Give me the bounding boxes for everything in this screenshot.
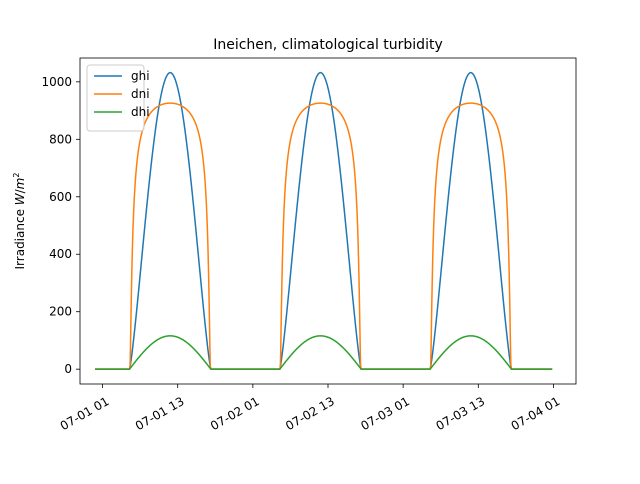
legend: ghi dni dhi: [86, 64, 150, 132]
chart-title: Ineichen, climatological turbidity: [213, 37, 443, 53]
y-tick-label: 400: [49, 247, 72, 261]
series-line-dhi: [94, 335, 553, 370]
legend-label-ghi: ghi: [131, 69, 150, 83]
legend-items: ghi dni dhi: [94, 69, 150, 119]
y-tick-label: 1000: [41, 75, 72, 89]
series-layer: [94, 71, 553, 370]
legend-label-dni: dni: [131, 87, 150, 101]
y-axis-label: Irradiance W/m2: [12, 173, 27, 270]
legend-frame: [86, 64, 145, 132]
plot-area: [80, 58, 576, 384]
series-line-dni: [94, 102, 553, 370]
series-line-ghi: [94, 71, 553, 370]
legend-label-dhi: dhi: [131, 105, 150, 119]
y-tick-label: 800: [49, 132, 72, 146]
y-axis: 0 200 400 600 800 1000: [41, 75, 80, 376]
y-tick-label: 0: [64, 362, 72, 376]
y-tick-label: 200: [49, 305, 72, 319]
y-tick-label: 600: [49, 190, 72, 204]
